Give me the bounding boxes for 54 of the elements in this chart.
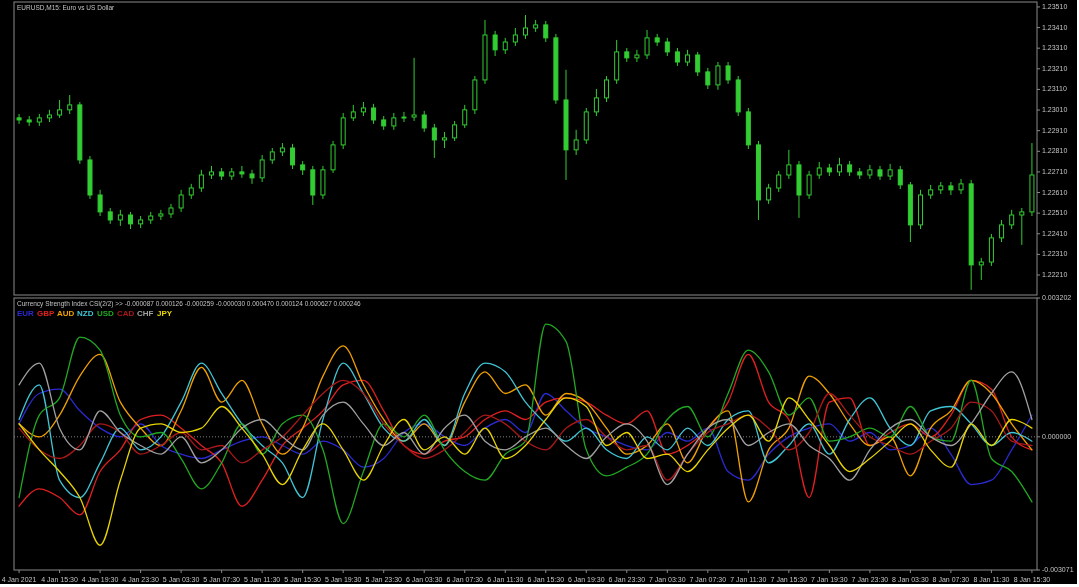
candlestick xyxy=(766,183,772,205)
candlestick xyxy=(1009,209,1015,230)
text: AUD xyxy=(57,309,75,318)
candlestick xyxy=(664,37,670,57)
text: JPY xyxy=(157,309,173,318)
text: CHF xyxy=(137,309,154,318)
candlestick xyxy=(715,61,721,91)
candlestick xyxy=(999,219,1005,243)
candlestick xyxy=(411,57,417,122)
candlestick xyxy=(290,143,296,170)
candlestick xyxy=(97,189,103,217)
candlestick xyxy=(67,94,73,115)
candlestick xyxy=(593,88,599,117)
text: EUR xyxy=(17,309,35,318)
candlestick xyxy=(452,120,458,142)
candlestick xyxy=(836,157,842,177)
text: NZD xyxy=(77,309,94,318)
candlestick xyxy=(644,29,650,60)
candlestick xyxy=(806,170,812,200)
candlestick xyxy=(786,149,792,180)
candlestick xyxy=(421,110,427,133)
candlestick xyxy=(887,163,893,181)
candlestick xyxy=(958,178,964,195)
candlestick xyxy=(1019,207,1025,246)
candlestick xyxy=(401,111,407,123)
candlestick xyxy=(371,103,377,125)
candlestick xyxy=(897,165,903,190)
candlestick xyxy=(431,123,437,159)
candlestick xyxy=(948,181,954,196)
candlestick xyxy=(239,165,245,179)
candlestick xyxy=(604,75,610,103)
line-series xyxy=(18,323,1033,525)
candlestick xyxy=(634,49,640,63)
text: USD xyxy=(97,309,115,318)
candlestick xyxy=(523,14,528,40)
candlestick xyxy=(978,257,984,281)
candlestick xyxy=(867,164,873,180)
candlestick xyxy=(705,67,711,90)
candlestick xyxy=(725,61,731,85)
candlestick xyxy=(198,169,204,193)
candlestick xyxy=(543,20,549,43)
candlestick xyxy=(249,169,255,185)
candlestick xyxy=(178,189,184,213)
line-series xyxy=(18,397,1033,546)
candlestick xyxy=(462,104,468,129)
candlestick xyxy=(776,170,782,193)
candlestick xyxy=(259,154,265,183)
text: GBP xyxy=(37,309,55,318)
candlestick xyxy=(573,129,579,156)
candlestick xyxy=(158,209,164,221)
candlestick xyxy=(492,30,498,57)
candlestick xyxy=(695,51,701,77)
text: CAD xyxy=(117,309,135,318)
candlestick xyxy=(16,113,22,125)
